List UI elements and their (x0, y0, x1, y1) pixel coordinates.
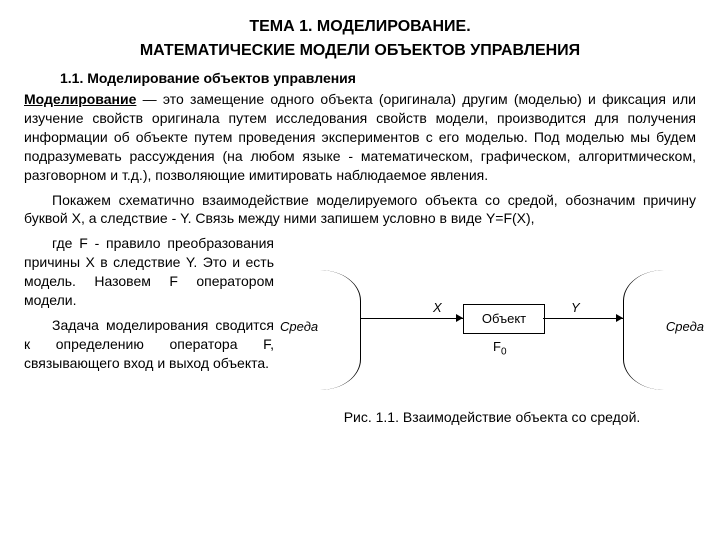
label-f0-sub: 0 (501, 347, 507, 358)
arrowhead-y (616, 314, 623, 322)
topic-title-line1: ТЕМА 1. МОДЕЛИРОВАНИЕ. (24, 16, 696, 38)
label-f0: F0 (493, 338, 507, 359)
paragraph-task: Задача моделирования сводится к определе… (24, 316, 274, 373)
term-modeling: Моделирование (24, 91, 136, 107)
figure-caption: Рис. 1.1. Взаимодействие объекта со сред… (288, 408, 696, 427)
arc-left-environment (320, 270, 361, 390)
arrowhead-x (456, 314, 463, 322)
label-y: Y (571, 299, 580, 317)
arrow-line-x (360, 318, 463, 319)
paragraph-definition: Моделирование — это замещение одного объ… (24, 90, 696, 184)
label-x: X (433, 299, 442, 317)
left-text-column: где F - правило преобразования причины X… (24, 234, 274, 431)
object-box: Объект (463, 304, 545, 334)
environment-diagram: Среда X Объект F0 Y Среда (288, 264, 696, 404)
label-environment-right: Среда (666, 318, 704, 336)
two-column-block: где F - правило преобразования причины X… (24, 234, 696, 431)
paragraph-xy: Покажем схематично взаимодействие модели… (24, 191, 696, 229)
topic-title-line2: МАТЕМАТИЧЕСКИЕ МОДЕЛИ ОБЪЕКТОВ УПРАВЛЕНИ… (24, 40, 696, 62)
arrow-line-y (543, 318, 623, 319)
label-f0-f: F (493, 339, 501, 354)
arc-right-environment (623, 270, 664, 390)
label-environment-left: Среда (280, 318, 318, 336)
paragraph-operator: где F - правило преобразования причины X… (24, 234, 274, 310)
diagram-column: Среда X Объект F0 Y Среда Рис. 1.1. Взаи… (288, 234, 696, 431)
section-heading: 1.1. Моделирование объектов управления (60, 69, 696, 88)
